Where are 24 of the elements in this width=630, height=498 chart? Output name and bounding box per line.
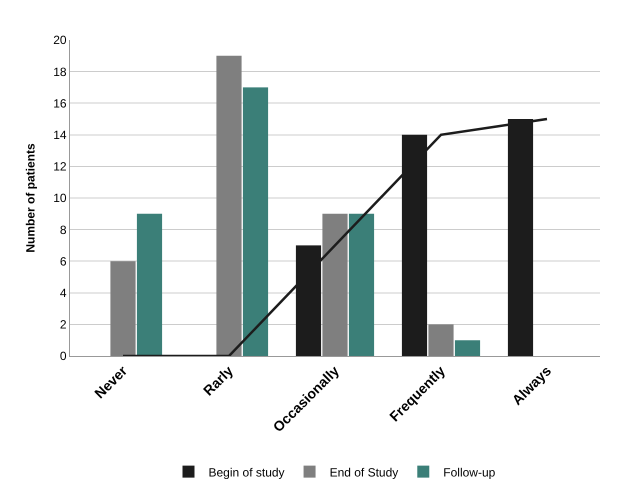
legend-label: End of Study xyxy=(330,465,398,480)
bar xyxy=(454,340,480,356)
y-tick-label: 14 xyxy=(53,128,67,142)
bar xyxy=(216,56,242,356)
y-axis-title: Number of patients xyxy=(24,143,38,253)
bar xyxy=(322,214,348,356)
bar xyxy=(136,214,162,356)
y-tick-label: 20 xyxy=(53,33,67,48)
bar xyxy=(242,87,268,356)
y-tick-label: 2 xyxy=(60,318,67,332)
y-tick-label: 0 xyxy=(60,349,67,364)
y-tick-label: 8 xyxy=(60,222,67,237)
legend-label: Begin of study xyxy=(208,465,285,480)
y-tick-label: 10 xyxy=(53,191,67,206)
y-tick-label: 12 xyxy=(53,160,67,174)
y-tick-label: 4 xyxy=(60,286,67,300)
bar xyxy=(428,324,454,356)
bar xyxy=(348,214,374,356)
y-tick-label: 16 xyxy=(53,96,67,110)
bar xyxy=(110,261,136,356)
y-tick-label: 18 xyxy=(53,64,67,79)
y-tick-label: 6 xyxy=(60,254,67,268)
legend-label: Follow-up xyxy=(443,465,496,480)
line-series xyxy=(122,118,548,356)
